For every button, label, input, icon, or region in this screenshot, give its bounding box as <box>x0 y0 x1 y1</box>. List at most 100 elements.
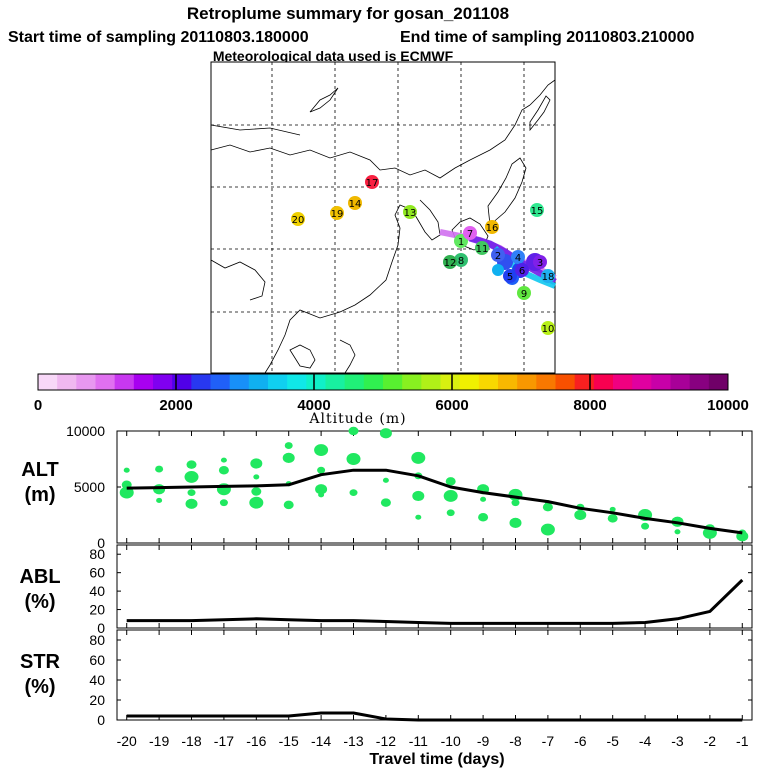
colorbar-cell <box>421 374 441 390</box>
x-tick-label: -14 <box>311 733 331 749</box>
altitude-scatter-point <box>641 522 650 530</box>
colorbar-cell <box>613 374 633 390</box>
map-marker: 9 <box>517 286 531 300</box>
map-marker: 7 <box>463 226 477 240</box>
altitude-scatter-point <box>382 477 389 483</box>
x-tick-label: -17 <box>214 733 234 749</box>
x-tick-label: -5 <box>606 733 619 749</box>
colorbar-cell <box>38 374 58 390</box>
map-marker: 15 <box>530 203 544 217</box>
map-marker: 16 <box>485 220 499 234</box>
y-tick-label: 80 <box>89 632 105 648</box>
map-marker-dot <box>515 263 529 277</box>
map-marker-dot <box>517 286 531 300</box>
y-tick-label: 0 <box>97 620 105 636</box>
map-marker-dot <box>330 206 344 220</box>
altitude-scatter-point <box>478 512 489 522</box>
colorbar-cell <box>57 374 77 390</box>
x-tick-label: -13 <box>343 733 363 749</box>
y-axis-unit: (%) <box>24 676 55 698</box>
map-marker-label: 1 <box>458 237 464 248</box>
altitude-scatter-point <box>379 428 392 439</box>
y-axis-label: ABL <box>19 566 60 588</box>
x-tick-label: -20 <box>117 733 137 749</box>
altitude-scatter-point <box>480 496 487 502</box>
colorbar-tick-label: 6000 <box>435 397 468 414</box>
altitude-scatter-point <box>155 465 164 473</box>
map-marker-label: 13 <box>404 208 417 219</box>
colorbar-cell <box>287 374 307 390</box>
x-tick-label: -16 <box>246 733 266 749</box>
map-marker: 18 <box>541 269 555 283</box>
y-axis-unit: (%) <box>24 591 55 613</box>
colorbar-cell <box>210 374 231 390</box>
altitude-scatter-point <box>509 517 522 528</box>
x-tick-label: -12 <box>376 733 396 749</box>
x-tick-label: -9 <box>477 733 490 749</box>
map-marker-label: 14 <box>349 199 362 210</box>
map-marker-label: 16 <box>486 223 499 234</box>
colorbar-cell <box>383 374 403 390</box>
y-tick-label: 0 <box>97 712 105 728</box>
map-marker-label: 19 <box>331 209 344 220</box>
colorbar-cell <box>670 374 691 390</box>
x-tick-label: -15 <box>279 733 299 749</box>
y-axis-unit: (m) <box>24 484 55 506</box>
colorbar-cell <box>153 374 173 390</box>
x-tick-label: -6 <box>574 733 587 749</box>
colorbar-ticks: 0 2000 4000 6000 8000 10000 <box>34 374 749 414</box>
start-time-label: Start time of sampling 20110803.180000 <box>8 29 309 46</box>
map-marker-dot <box>511 250 525 264</box>
series-line-str <box>126 711 743 722</box>
altitude-scatter-point <box>186 460 197 469</box>
altitude-scatter-point <box>674 529 681 535</box>
panel-frame <box>116 629 753 721</box>
altitude-scatter-point <box>185 498 198 509</box>
map-marker: 13 <box>403 205 417 219</box>
x-tick-label: -3 <box>671 733 684 749</box>
colorbar-cell <box>306 374 326 390</box>
altitude-scatter-point <box>446 509 455 517</box>
colorbar-cell <box>325 374 346 390</box>
colorbar-cell <box>248 374 269 390</box>
altitude-scatter-point <box>412 490 425 502</box>
colorbar-cell <box>459 374 480 390</box>
chart-panels: 0 5000 10000 ALT (m) 0 20 40 60 80 ABL (%) 0 20 40 60 80… <box>19 423 753 768</box>
map-marker: 14 <box>348 196 362 210</box>
map-marker: 17 <box>365 175 379 189</box>
colorbar-cell <box>402 374 422 390</box>
map-marker: 5 <box>503 269 517 283</box>
colorbar-cell <box>133 374 154 390</box>
panel-abl: 0 20 40 60 80 ABL (%) <box>19 544 753 636</box>
map-marker-dot <box>365 175 379 189</box>
map-marker-dot <box>485 220 499 234</box>
colorbar-cell <box>574 374 595 390</box>
colorbar-cell <box>229 374 250 390</box>
map-marker: 6 <box>515 263 529 277</box>
y-tick-label: 0 <box>97 535 105 551</box>
met-data-label: Meteorological data used is ECMWF <box>213 48 454 64</box>
altitude-scatter-point <box>187 489 196 496</box>
map-marker-label: 9 <box>521 289 527 300</box>
x-tick-label: -7 <box>542 733 555 749</box>
altitude-scatter-point <box>346 453 361 465</box>
altitude-scatter-point <box>318 492 325 498</box>
altitude-scatter-point <box>220 457 227 463</box>
altitude-scatter-point <box>250 458 263 469</box>
map-marker: 10 <box>541 321 555 335</box>
y-tick-label: 40 <box>89 672 105 688</box>
colorbar-cell <box>268 374 288 390</box>
map-marker-dot <box>291 212 305 226</box>
x-axis-label: Travel time (days) <box>369 751 504 768</box>
map-marker: 19 <box>330 206 344 220</box>
map-marker-label: 20 <box>292 215 305 226</box>
x-tick-label: -1 <box>736 733 749 749</box>
y-axis-label: ALT <box>21 459 58 481</box>
map-marker: 20 <box>291 212 305 226</box>
altitude-scatter-point <box>607 514 618 523</box>
colorbar-label: Altitude (m) <box>308 411 406 427</box>
map-marker: 3 <box>533 255 547 269</box>
colorbar-cell <box>344 374 365 390</box>
colorbar-tick-label: 10000 <box>707 397 749 414</box>
